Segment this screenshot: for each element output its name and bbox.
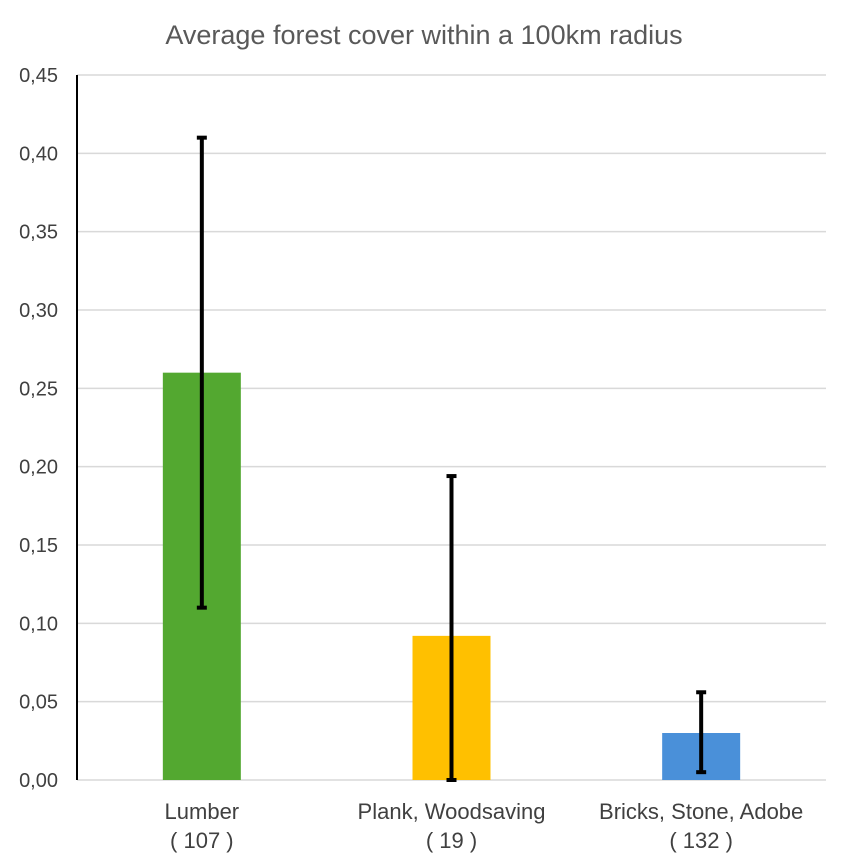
y-tick-label: 0,35 [19,222,58,244]
y-tick-label: 0,20 [19,457,58,479]
y-tick-label: 0,00 [19,770,58,792]
x-category-count: ( 19 ) [426,828,477,853]
y-tick-label: 0,25 [19,378,58,400]
x-category-count: ( 132 ) [669,828,733,853]
y-tick-label: 0,10 [19,613,58,635]
x-category-label: Bricks, Stone, Adobe [599,799,803,824]
x-category-count: ( 107 ) [170,828,234,853]
y-tick-label: 0,30 [19,300,58,322]
x-category-label: Plank, Woodsaving [358,799,546,824]
y-tick-label: 0,15 [19,535,58,557]
x-axis-labels: Lumber ( 107 ) Plank, Woodsaving ( 19 ) Bric… [165,799,804,853]
y-tick-label: 0,05 [19,692,58,714]
x-category-label: Lumber [165,799,240,824]
y-axis-ticks: 0,00 0,05 0,10 0,15 0,20 0,25 0,30 0,35 0,40 0,45 [19,65,58,792]
error-bars [196,135,707,782]
y-tick-label: 0,45 [19,65,58,87]
y-tick-label: 0,40 [19,143,58,165]
chart-title: Average forest cover within a 100km radi… [165,20,682,50]
